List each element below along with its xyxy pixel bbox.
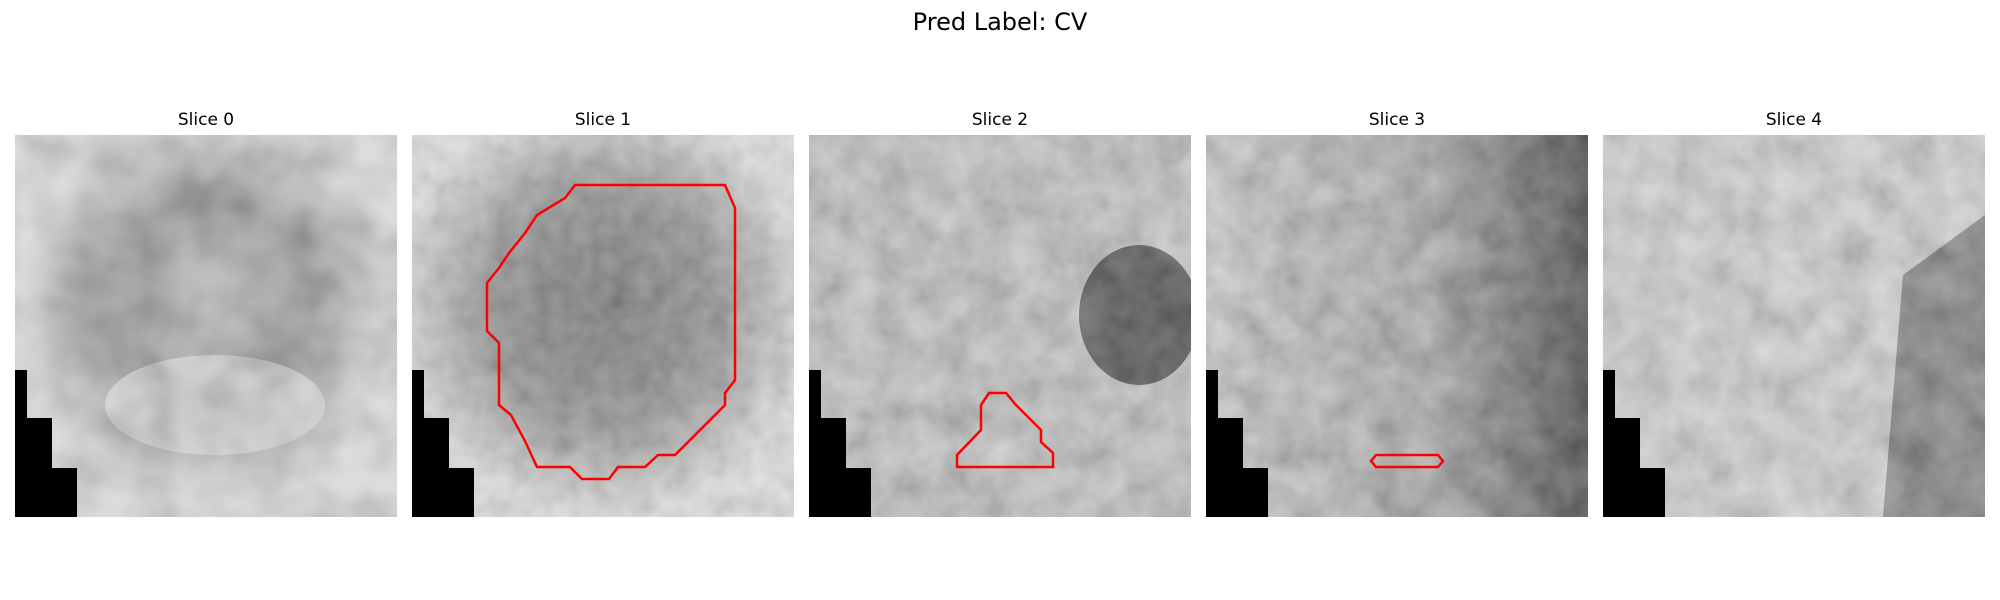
slice-title-0: Slice 0 [177,110,235,130]
slice-image-1 [412,135,794,517]
slice-panel-1: Slice 1 [412,109,794,517]
slice-title-3: Slice 3 [1368,110,1426,130]
contour-slice-1 [485,183,737,481]
slice-panel-4: Slice 4 [1603,109,1985,517]
slice-panel-3: Slice 3 [1206,109,1588,517]
slice-image-3 [1206,135,1588,517]
slice-panel-2: Slice 2 [809,109,1191,517]
slice-image-2 [809,135,1191,517]
slice-title-1: Slice 1 [574,110,632,130]
slice-title-2: Slice 2 [971,110,1029,130]
figure-title: Pred Label: CV [912,8,1088,36]
slice-image-0 [15,135,397,517]
slice-image-4 [1603,135,1985,517]
slice-title-4: Slice 4 [1765,110,1823,130]
contour-slice-2 [955,391,1055,469]
slice-panel-0: Slice 0 [15,109,397,517]
contour-slice-3 [1369,453,1445,469]
